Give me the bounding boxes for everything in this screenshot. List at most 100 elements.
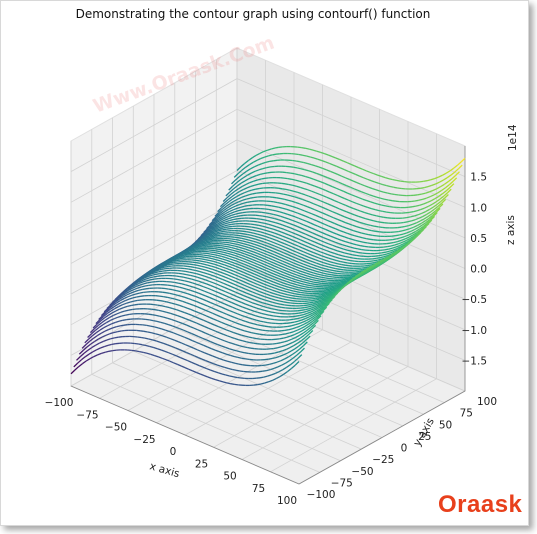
surface-segment — [361, 266, 366, 269]
surface-segment — [228, 185, 233, 191]
surface-segment — [290, 274, 295, 278]
surface-segment — [287, 276, 293, 279]
surface-segment — [261, 288, 267, 292]
surface-segment — [234, 188, 239, 192]
surface-segment — [293, 318, 298, 321]
surface-segment — [225, 203, 231, 207]
surface-segment — [278, 297, 283, 300]
surface-segment — [279, 262, 285, 266]
surface-segment — [257, 283, 262, 287]
surface-segment — [297, 191, 302, 195]
surface-segment — [287, 177, 292, 180]
surface-segment — [235, 179, 241, 184]
surface-segment — [254, 276, 260, 280]
surface-segment — [292, 262, 298, 265]
surface-segment — [284, 198, 289, 201]
surface-segment — [173, 293, 178, 296]
surface-segment — [221, 274, 226, 278]
surface-segment — [247, 225, 252, 228]
surface-segment — [198, 267, 203, 270]
surface-segment — [218, 257, 223, 260]
surface-segment — [144, 272, 150, 276]
surface-segment — [311, 257, 316, 261]
surface-segment — [278, 309, 283, 312]
surface-segment — [169, 330, 174, 334]
surface-segment — [217, 227, 222, 231]
surface-segment — [312, 317, 317, 322]
surface-segment — [367, 206, 372, 210]
surface-segment — [416, 208, 421, 212]
surface-segment — [387, 253, 392, 257]
surface-segment — [288, 341, 294, 345]
surface-segment — [175, 275, 181, 278]
surface-segment — [190, 266, 195, 269]
surface-segment — [294, 244, 299, 247]
surface-segment — [240, 244, 246, 248]
surface-segment — [204, 290, 209, 294]
surface-segment — [118, 336, 123, 338]
surface-segment — [359, 221, 364, 225]
surface-segment — [184, 267, 189, 270]
surface-segment — [311, 190, 316, 194]
surface-segment — [175, 303, 180, 307]
surface-segment — [225, 241, 230, 244]
surface-segment — [209, 316, 214, 320]
surface-segment — [226, 335, 232, 338]
surface-segment — [289, 209, 295, 213]
surface-segment — [354, 195, 360, 199]
surface-segment — [212, 293, 217, 297]
surface-segment — [115, 308, 120, 312]
surface-segment — [243, 260, 248, 264]
surface-segment — [268, 245, 273, 249]
surface-segment — [392, 238, 397, 241]
surface-segment — [341, 279, 346, 282]
surface-segment — [353, 207, 358, 211]
surface-segment — [276, 342, 281, 345]
surface-segment — [256, 249, 261, 253]
surface-segment — [225, 329, 231, 332]
surface-segment — [234, 220, 239, 223]
surface-segment — [149, 276, 154, 279]
surface-segment — [94, 326, 100, 332]
surface-segment — [284, 343, 290, 347]
surface-segment — [281, 344, 286, 348]
surface-segment — [161, 268, 166, 271]
surface-segment — [312, 171, 317, 174]
surface-segment — [266, 239, 271, 242]
surface-segment — [121, 314, 126, 317]
surface-segment — [316, 309, 322, 313]
surface-segment — [205, 259, 210, 262]
surface-segment — [346, 162, 352, 165]
surface-segment — [249, 260, 255, 264]
surface-segment — [272, 238, 277, 242]
surface-segment — [214, 219, 220, 223]
surface-segment — [192, 261, 197, 264]
surface-segment — [313, 224, 319, 227]
surface-segment — [196, 262, 201, 265]
surface-segment — [175, 258, 180, 261]
surface-segment — [450, 171, 456, 176]
surface-segment — [310, 302, 315, 306]
surface-segment — [254, 265, 259, 269]
surface-segment — [320, 254, 326, 258]
surface-segment — [276, 252, 282, 256]
surface-segment — [296, 263, 302, 267]
surface-segment — [240, 163, 246, 168]
surface-segment — [209, 259, 214, 263]
surface-segment — [280, 341, 285, 344]
surface-segment — [239, 232, 244, 235]
surface-segment — [151, 268, 156, 272]
surface-segment — [233, 298, 239, 302]
surface-segment — [246, 168, 251, 172]
surface-segment — [280, 284, 285, 287]
surface-segment — [295, 295, 300, 298]
surface-segment — [394, 243, 399, 246]
surface-segment — [455, 171, 460, 176]
surface-segment — [203, 254, 208, 257]
surface-segment — [365, 218, 370, 221]
surface-segment — [159, 295, 164, 298]
surface-segment — [304, 169, 309, 172]
surface-segment — [287, 294, 292, 297]
surface-segment — [260, 308, 265, 312]
surface-segment — [312, 311, 318, 316]
